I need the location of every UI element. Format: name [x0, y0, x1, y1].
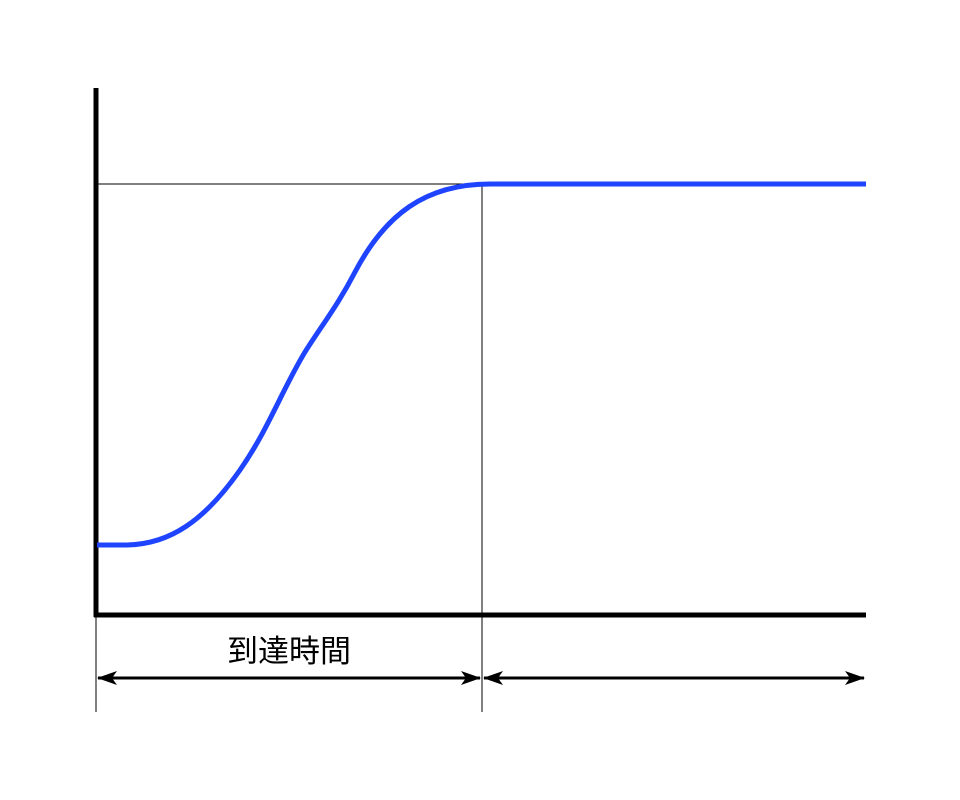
response-curve [97, 181, 866, 548]
rise-time-label: 到達時間 [227, 634, 351, 670]
